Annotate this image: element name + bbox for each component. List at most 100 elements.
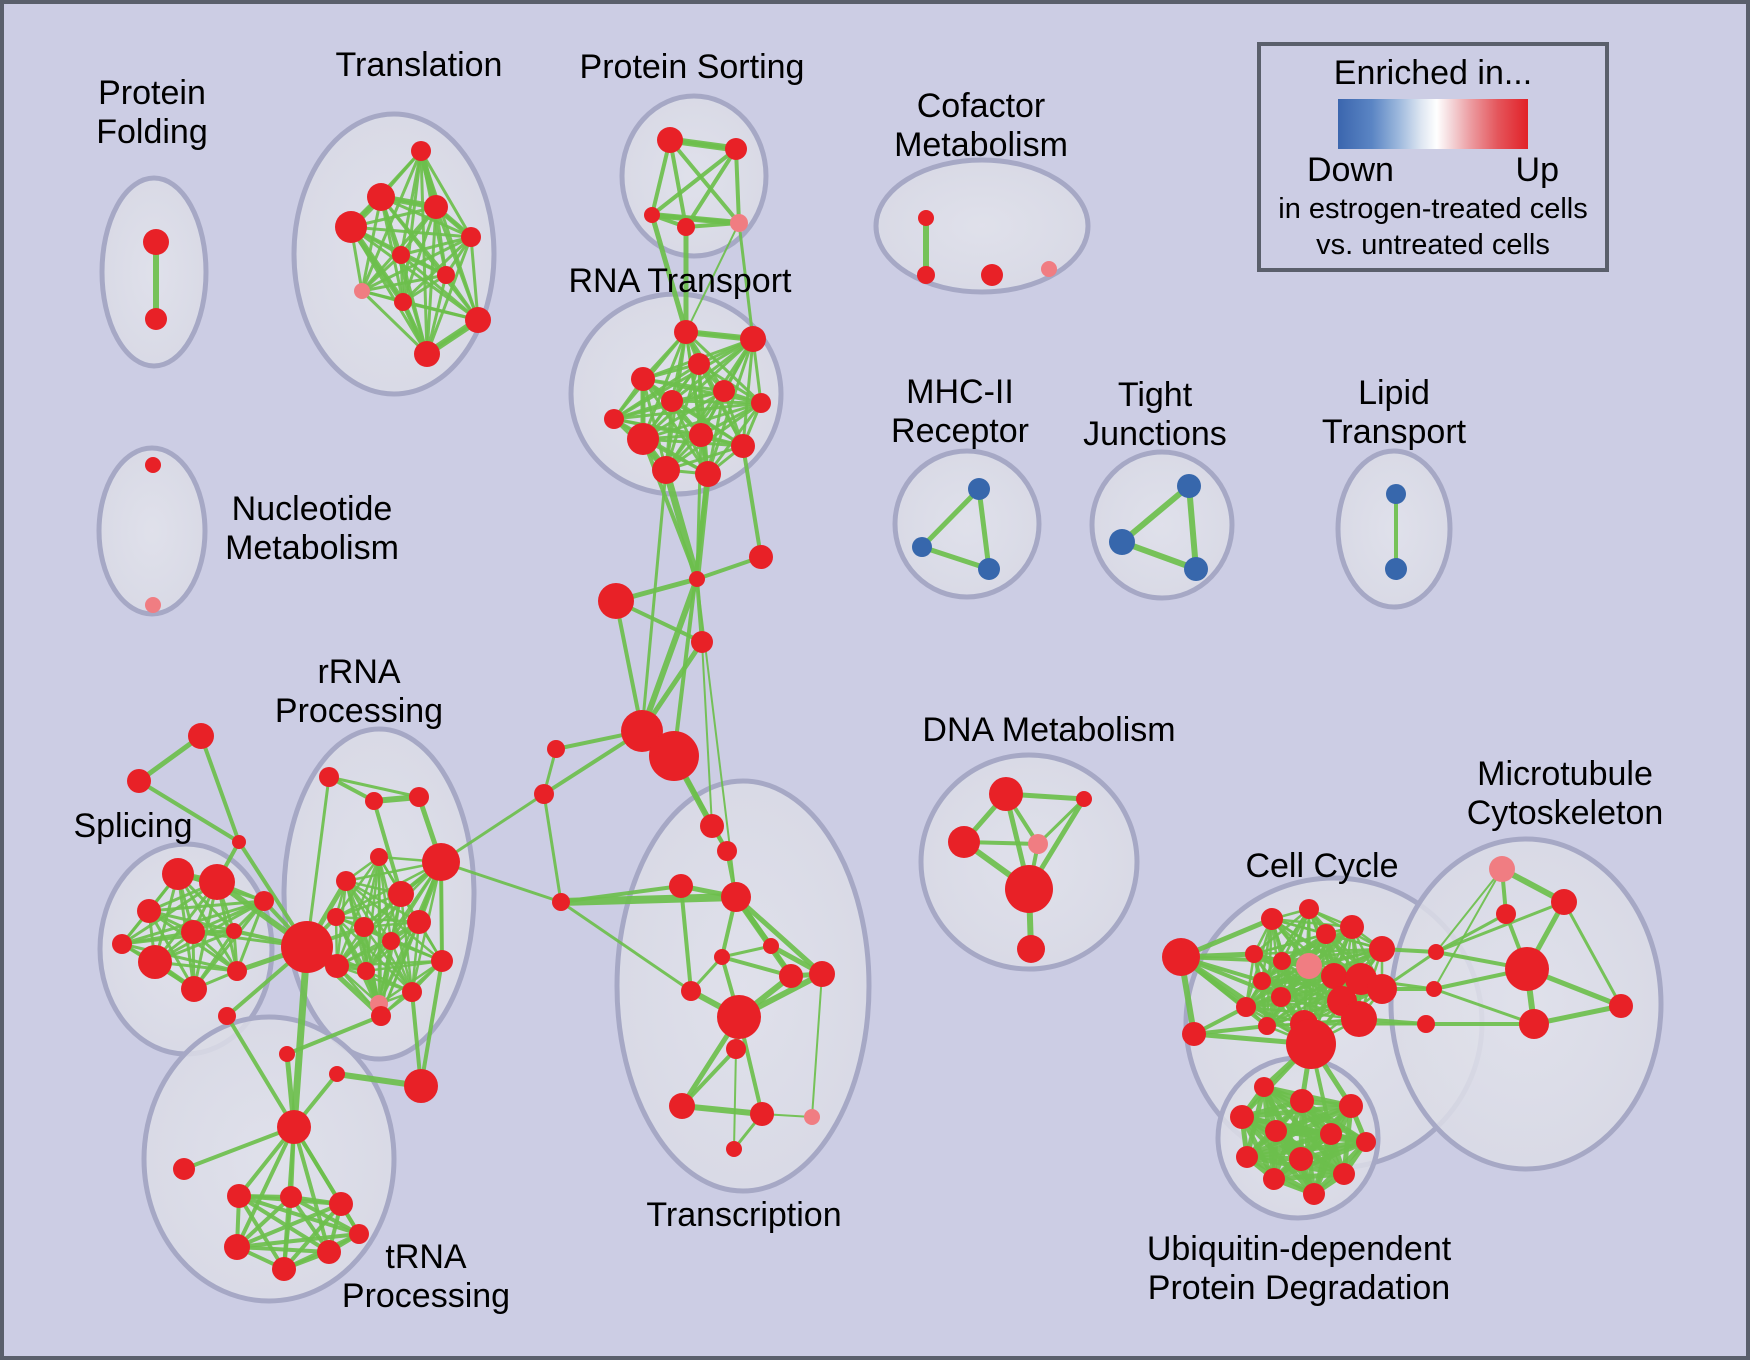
node-nm1[interactable] <box>145 457 161 473</box>
node-cc1[interactable] <box>1261 908 1283 930</box>
node-rt3[interactable] <box>688 353 710 375</box>
node-dn3[interactable] <box>1028 834 1048 854</box>
node-tl6[interactable] <box>392 246 410 264</box>
node-pf1[interactable] <box>143 229 169 255</box>
node-tx4[interactable] <box>721 882 751 912</box>
node-lt1[interactable] <box>1386 484 1406 504</box>
node-tn1[interactable] <box>227 1184 251 1208</box>
node-tl7[interactable] <box>437 266 455 284</box>
node-rt7[interactable] <box>751 393 771 413</box>
node-rr9[interactable] <box>354 917 374 937</box>
node-cc3[interactable] <box>1316 924 1336 944</box>
node-rr20[interactable] <box>404 1069 438 1103</box>
node-cc7[interactable] <box>1273 952 1291 970</box>
node-cc14[interactable] <box>1236 997 1256 1017</box>
node-rr14[interactable] <box>431 950 453 972</box>
node-rr5[interactable] <box>336 871 356 891</box>
node-cf2[interactable] <box>917 266 935 284</box>
node-tl11[interactable] <box>414 341 440 367</box>
node-tn3[interactable] <box>329 1192 353 1216</box>
node-br4[interactable] <box>534 784 554 804</box>
node-tl10[interactable] <box>465 307 491 333</box>
node-ub5[interactable] <box>1265 1120 1287 1142</box>
node-ps2[interactable] <box>725 138 747 160</box>
node-sp9[interactable] <box>227 961 247 981</box>
node-mt1[interactable] <box>1489 856 1515 882</box>
node-tl8[interactable] <box>354 283 370 299</box>
node-ub11[interactable] <box>1333 1163 1355 1185</box>
node-rt6[interactable] <box>661 390 683 412</box>
node-tn2[interactable] <box>280 1186 302 1208</box>
node-cc21[interactable] <box>1428 944 1444 960</box>
node-rr12[interactable] <box>325 954 349 978</box>
node-rt13[interactable] <box>604 409 624 429</box>
node-cf3[interactable] <box>981 264 1003 286</box>
node-mh1[interactable] <box>968 478 990 500</box>
node-cc0[interactable] <box>1162 938 1200 976</box>
node-tn5[interactable] <box>272 1257 296 1281</box>
node-tx12[interactable] <box>669 1093 695 1119</box>
node-mh3[interactable] <box>978 558 1000 580</box>
node-cc19[interactable] <box>1341 1001 1377 1037</box>
node-cc12[interactable] <box>1253 972 1271 990</box>
node-tx11[interactable] <box>726 1039 746 1059</box>
node-rr16[interactable] <box>402 982 422 1002</box>
node-br2[interactable] <box>749 545 773 569</box>
node-tl9[interactable] <box>394 293 412 311</box>
node-rr13[interactable] <box>357 962 375 980</box>
node-cc22[interactable] <box>1426 981 1442 997</box>
node-ps5[interactable] <box>730 214 748 232</box>
node-ps1[interactable] <box>657 127 683 153</box>
node-sp10[interactable] <box>254 891 274 911</box>
node-cf4[interactable] <box>1041 261 1057 277</box>
node-cc2[interactable] <box>1299 899 1319 919</box>
node-rr10[interactable] <box>382 932 400 950</box>
node-tl2[interactable] <box>367 183 395 211</box>
node-tx2[interactable] <box>717 841 737 861</box>
node-cf1[interactable] <box>918 210 934 226</box>
node-tj3[interactable] <box>1184 557 1208 581</box>
node-rt1[interactable] <box>674 320 698 344</box>
node-rr2[interactable] <box>365 792 383 810</box>
node-c1[interactable] <box>232 835 246 849</box>
node-tx14[interactable] <box>804 1109 820 1125</box>
node-cc6[interactable] <box>1245 945 1263 963</box>
node-tn_iso[interactable] <box>173 1158 195 1180</box>
node-sp2[interactable] <box>199 864 235 900</box>
node-rr1[interactable] <box>319 767 339 787</box>
node-br6[interactable] <box>691 631 713 653</box>
node-rr6[interactable] <box>388 881 414 907</box>
node-tx10[interactable] <box>809 961 835 987</box>
node-mt3[interactable] <box>1496 904 1516 924</box>
node-tn_hub[interactable] <box>277 1110 311 1144</box>
node-rr8[interactable] <box>327 908 345 926</box>
node-ub7[interactable] <box>1356 1132 1376 1152</box>
node-rt2[interactable] <box>740 326 766 352</box>
node-hub[interactable] <box>281 921 333 973</box>
node-tx6[interactable] <box>714 949 730 965</box>
node-tl1[interactable] <box>411 141 431 161</box>
node-br3[interactable] <box>598 583 634 619</box>
node-sp3[interactable] <box>137 899 161 923</box>
node-cc11[interactable] <box>1367 974 1397 1004</box>
node-cc18[interactable] <box>1286 1019 1336 1069</box>
node-brB[interactable] <box>649 731 699 781</box>
node-rr11[interactable] <box>407 910 431 934</box>
node-ps3[interactable] <box>644 207 660 223</box>
node-tx3[interactable] <box>669 874 693 898</box>
node-mt6[interactable] <box>1609 994 1633 1018</box>
node-rt9[interactable] <box>689 423 713 447</box>
node-rr21[interactable] <box>218 1007 236 1025</box>
node-rt8[interactable] <box>627 423 659 455</box>
node-rt5[interactable] <box>631 367 655 391</box>
node-ub3[interactable] <box>1339 1094 1363 1118</box>
node-tx13[interactable] <box>750 1102 774 1126</box>
node-cc20[interactable] <box>1182 1022 1206 1046</box>
node-tl4[interactable] <box>335 211 367 243</box>
node-mt2[interactable] <box>1551 889 1577 915</box>
node-rr19[interactable] <box>329 1066 345 1082</box>
node-dn4[interactable] <box>1076 791 1092 807</box>
node-ub2[interactable] <box>1290 1089 1314 1113</box>
node-cc4[interactable] <box>1340 915 1364 939</box>
